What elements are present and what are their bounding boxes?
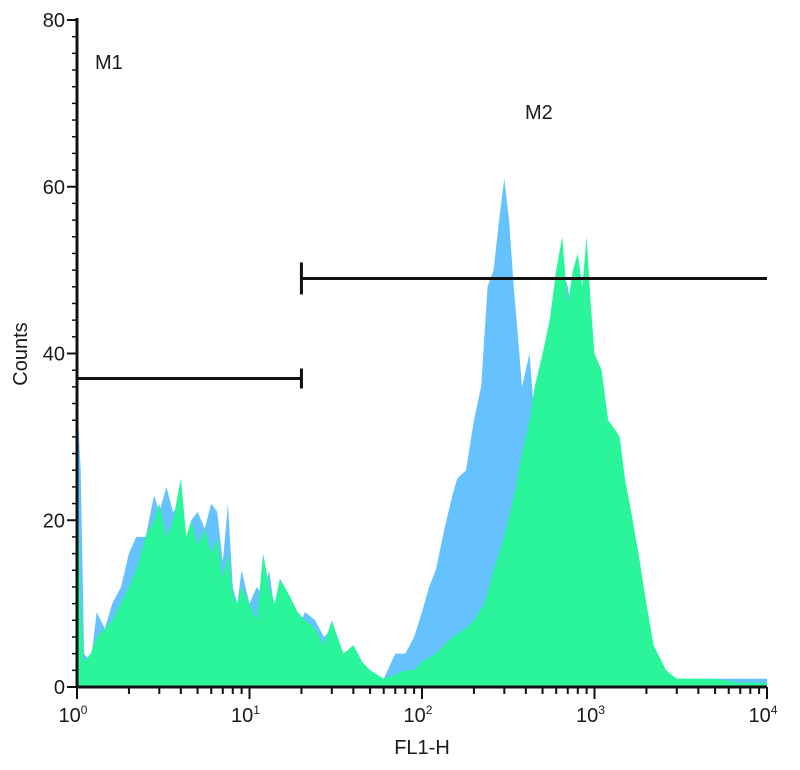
y-tick-label: 60 xyxy=(43,177,65,199)
x-tick-label: 102 xyxy=(404,703,433,727)
gate-label-m2: M2 xyxy=(525,102,553,124)
y-tick-label: 40 xyxy=(43,344,65,366)
axis-layer: 0 20 40 60 80 100 101 102 103 104 xyxy=(43,10,778,727)
y-axis-title: Counts xyxy=(10,322,32,385)
x-tick-label: 101 xyxy=(231,703,260,727)
x-axis-title: FL1-H xyxy=(394,737,450,759)
series-layer xyxy=(77,178,767,688)
x-tick-label: 100 xyxy=(59,703,88,727)
x-tick-label: 104 xyxy=(749,703,778,727)
x-tick-label: 103 xyxy=(576,703,605,727)
series-area-2 xyxy=(77,236,767,688)
y-tick-label: 20 xyxy=(43,510,65,532)
y-tick-label: 80 xyxy=(43,10,65,32)
gate-label-m1: M1 xyxy=(95,52,123,74)
y-tick-label: 0 xyxy=(54,677,65,699)
gate-layer: M1 M2 xyxy=(77,52,767,389)
